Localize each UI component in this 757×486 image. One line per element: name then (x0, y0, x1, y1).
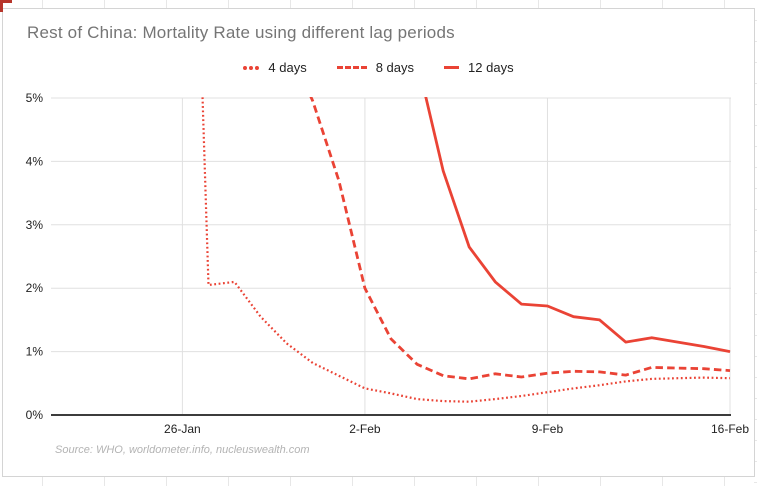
chart-legend: 4 days 8 days 12 days (0, 60, 757, 75)
legend-item-4-days: 4 days (243, 60, 307, 75)
spreadsheet-grid-right-edge (754, 0, 757, 486)
chart-title: Rest of China: Mortality Rate using diff… (27, 23, 455, 42)
legend-label-8-days: 8 days (375, 60, 415, 75)
dotted-line-swatch-icon (243, 65, 260, 70)
legend-item-12-days: 12 days (444, 60, 514, 75)
spreadsheet-grid-bottom-edge (0, 477, 757, 486)
legend-label-12-days: 12 days (468, 60, 514, 75)
legend-item-8-days: 8 days (336, 60, 415, 75)
legend-label-4-days: 4 days (268, 60, 307, 75)
selection-corner-icon (0, 0, 12, 12)
dashed-line-swatch-icon (336, 66, 367, 69)
chart-panel[interactable] (2, 8, 755, 477)
source-note: Source: WHO, worldometer.info, nucleuswe… (55, 444, 310, 456)
solid-line-swatch-icon (444, 66, 460, 69)
spreadsheet-grid-top-edge (0, 0, 757, 8)
